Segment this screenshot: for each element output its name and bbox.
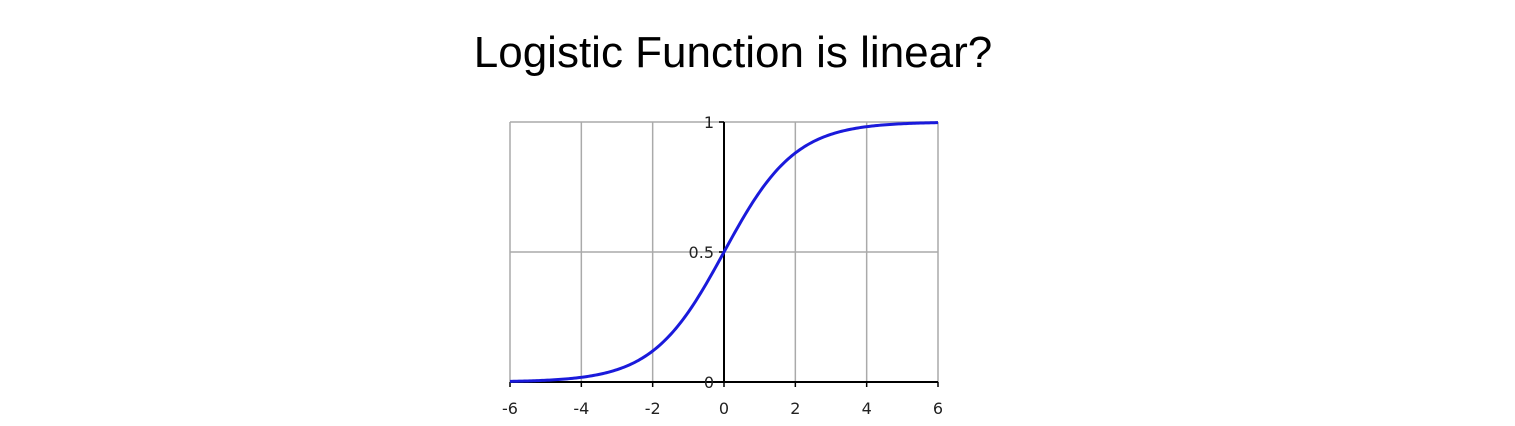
- y-tick-label: 0.5: [689, 243, 714, 262]
- grid-lines: [509, 121, 939, 382]
- y-tick-label: 1: [704, 113, 714, 132]
- x-tick-label: 4: [862, 399, 872, 418]
- tick-labels: -6 -4 -2 0 2 4 6 0 0.5 1: [502, 113, 943, 418]
- x-tick-label: -4: [573, 399, 589, 418]
- x-tick-label: 0: [719, 399, 729, 418]
- x-tick-label: 2: [790, 399, 800, 418]
- curve-layer: [509, 121, 939, 383]
- x-tick-label: -6: [502, 399, 518, 418]
- x-tick-label: 6: [933, 399, 943, 418]
- logistic-curve-line: [509, 121, 939, 383]
- y-tick-label: 0: [704, 373, 714, 392]
- slide-title: Logistic Function is linear?: [473, 28, 993, 77]
- x-tick-label: -2: [645, 399, 661, 418]
